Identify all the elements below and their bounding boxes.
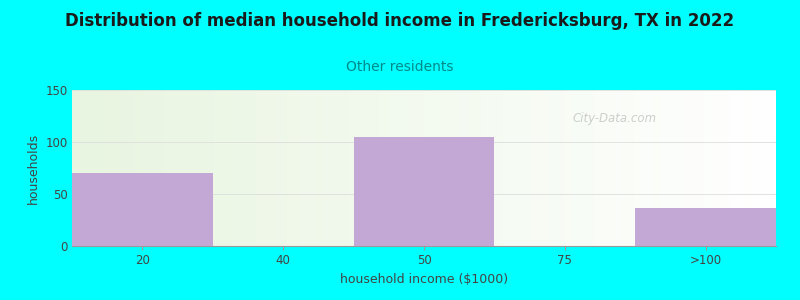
Text: City-Data.com: City-Data.com [572, 112, 656, 124]
Bar [354, 137, 494, 246]
Text: Other residents: Other residents [346, 60, 454, 74]
Y-axis label: households: households [27, 132, 40, 204]
Bar [72, 173, 213, 246]
X-axis label: household income ($1000): household income ($1000) [340, 273, 508, 286]
Bar [635, 208, 776, 246]
Text: Distribution of median household income in Fredericksburg, TX in 2022: Distribution of median household income … [66, 12, 734, 30]
